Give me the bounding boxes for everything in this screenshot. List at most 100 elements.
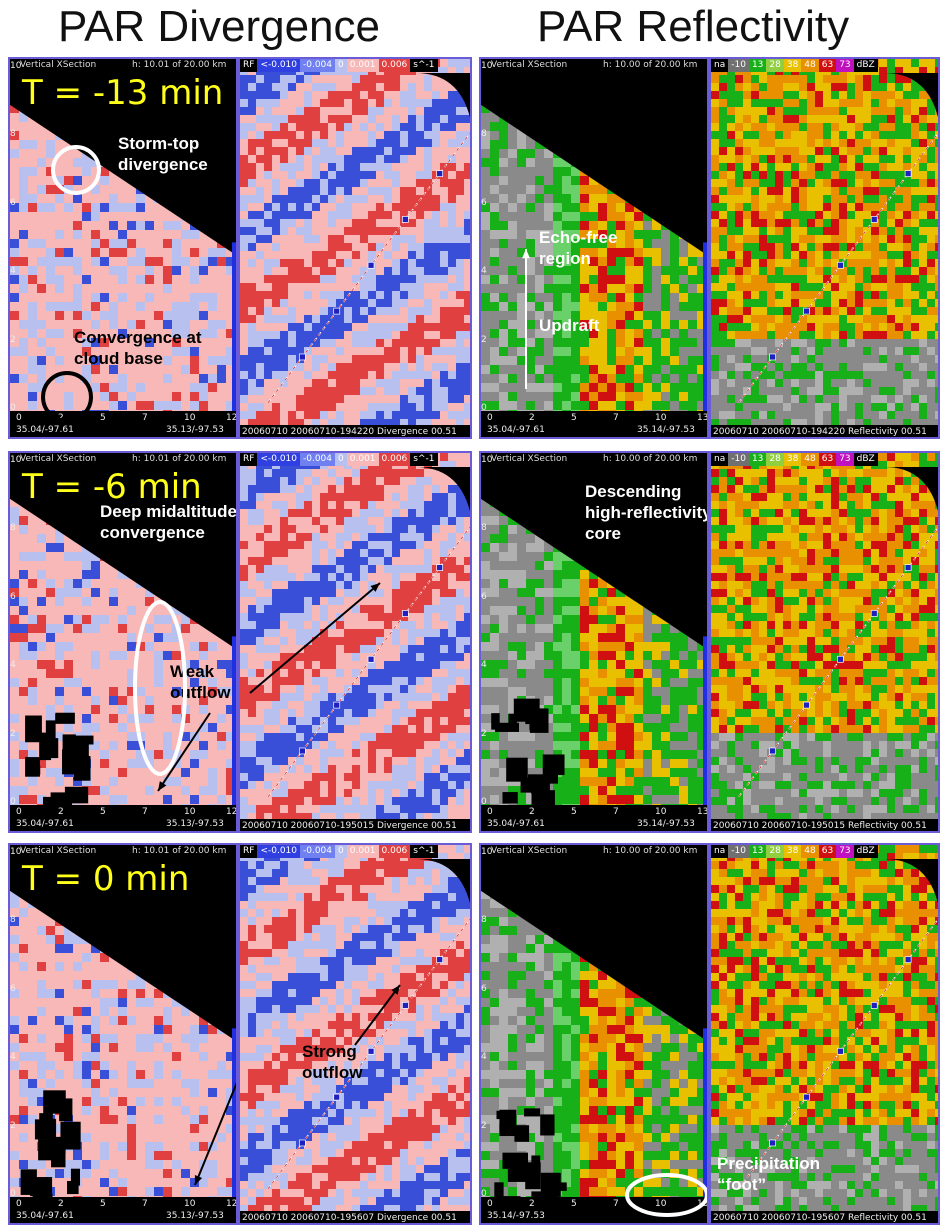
divergence-cross-section-panel: Vertical XSection h: 10.01 of 20.00 km 10 8… <box>8 451 238 833</box>
xsec-footer-right: 35.14/-97.53 <box>637 425 695 435</box>
legend-label: <-0.010 <box>257 453 300 466</box>
divergence-color-legend: RF <-0.010 -0.004 0 0.001 0.006 s^-1 <box>240 59 470 72</box>
xsec-header-left: Vertical XSection <box>491 60 568 70</box>
legend-tag: na <box>711 453 729 466</box>
y-tick-label: 6 <box>10 197 16 208</box>
legend-label: 73 <box>836 845 854 858</box>
legend-label: 63 <box>818 453 837 466</box>
annotation-updraft: Updraft <box>539 316 600 335</box>
x-tick-label: 0 <box>487 807 493 817</box>
legend-unit: dBZ <box>853 59 878 72</box>
annotation-overlay <box>133 600 211 792</box>
legend-label: 13 <box>748 453 767 466</box>
reflectivity-color-legend: na -10 13 28 38 48 63 73 dBZ <box>711 845 938 858</box>
xsec-footer-left: 35.04/-97.61 <box>487 819 545 829</box>
y-tick-label: 0 <box>481 403 487 413</box>
time-label: T = 0 min <box>22 859 190 899</box>
y-tick-label: 6 <box>481 197 487 208</box>
legend-unit: dBZ <box>853 845 878 858</box>
xsec-header-left: Vertical XSection <box>491 846 568 856</box>
legend-label: 38 <box>783 453 802 466</box>
reflectivity-ppi-panel: na -10 13 28 38 48 63 73 dBZ 20060710 20060710-19… <box>709 57 940 439</box>
legend-unit: dBZ <box>853 453 878 466</box>
y-tick-label: 6 <box>10 591 16 602</box>
reflectivity-ppi-panel: na -10 13 28 38 48 63 73 dBZ 20060710 20060710-19… <box>709 843 940 1225</box>
x-tick-label: 2 <box>529 807 535 817</box>
xsec-footer-right: 35.14/-97.53 <box>637 819 695 829</box>
xsec-footer-left: 35.04/-97.61 <box>487 425 545 435</box>
legend-tag: na <box>711 59 729 72</box>
divergence-ppi-panel: RF <-0.010 -0.004 0 0.001 0.006 s^-1 20060710 2… <box>238 843 472 1225</box>
y-tick-label: 2 <box>481 1120 487 1131</box>
x-tick-label: 12 <box>226 807 238 817</box>
x-tick-label: 5 <box>100 1199 106 1209</box>
legend-label: 38 <box>783 845 802 858</box>
annotation-overlay <box>41 145 101 423</box>
legend-label: 63 <box>818 59 837 72</box>
y-tick-label: 0 <box>481 797 487 807</box>
reflectivity-ppi-field <box>711 59 938 437</box>
legend-tag: na <box>711 845 729 858</box>
ppi-footer: 20060710 20060710-195015 Divergence 00.5… <box>242 821 457 831</box>
x-tick-label: 5 <box>571 413 577 423</box>
y-tick-label: 8 <box>10 915 16 926</box>
legend-label: 73 <box>836 453 854 466</box>
ppi-footer: 20060710 20060710-195015 Reflectivity 00… <box>713 821 927 831</box>
legend-label: 48 <box>801 845 819 858</box>
y-tick-label: 10 <box>481 455 493 465</box>
legend-label: 0 <box>335 845 347 858</box>
y-tick-label: 10 <box>481 61 493 71</box>
legend-label: 63 <box>818 845 837 858</box>
annotation-echo-free-region: Echo-free region <box>539 228 618 268</box>
x-tick-label: 10 <box>184 1199 196 1209</box>
y-tick-label: 4 <box>481 660 487 671</box>
legend-tag: RF <box>240 59 258 72</box>
x-tick-label: 2 <box>529 413 535 423</box>
legend-label: 28 <box>766 59 784 72</box>
legend-unit: s^-1 <box>410 59 438 72</box>
reflectivity-cross-section-panel: Vertical XSection h: 10.00 of 20.00 km 10 8… <box>479 843 709 1225</box>
legend-label: 38 <box>783 59 802 72</box>
annotation-overlay <box>194 1082 236 1186</box>
reflectivity-color-legend: na -10 13 28 38 48 63 73 dBZ <box>711 453 938 466</box>
reflectivity-ppi-field <box>711 845 938 1223</box>
legend-label: -10 <box>728 845 749 858</box>
legend-label: -10 <box>728 59 749 72</box>
y-tick-label: 10 <box>10 847 22 857</box>
xsec-header-right: h: 10.00 of 20.00 km <box>603 846 698 856</box>
y-tick-label: 2 <box>10 1120 16 1131</box>
legend-label: 0.006 <box>378 59 411 72</box>
xsec-header-right: h: 10.01 of 20.00 km <box>132 846 227 856</box>
divergence-color-legend: RF <-0.010 -0.004 0 0.001 0.006 s^-1 <box>240 845 470 858</box>
time-label: T = -6 min <box>22 467 202 507</box>
xsec-footer-left: 35.04/-97.61 <box>16 1211 74 1221</box>
divergence-column-title: PAR Divergence <box>58 2 380 51</box>
x-tick-label: 10 <box>655 413 667 423</box>
legend-label: 0.001 <box>346 59 379 72</box>
y-tick-label: 8 <box>10 523 16 534</box>
x-tick-label: 7 <box>613 807 619 817</box>
legend-label: 48 <box>801 453 819 466</box>
divergence-xsec-field <box>10 845 236 1223</box>
annotation-overlay <box>522 249 530 389</box>
ppi-footer: 20060710 20060710-195607 Divergence 00.5… <box>242 1213 457 1223</box>
annotation-storm-top-divergence: Storm-top divergence <box>118 134 208 174</box>
legend-label: -0.004 <box>300 845 336 858</box>
x-tick-label: 7 <box>613 413 619 423</box>
x-tick-label: 0 <box>487 1199 493 1209</box>
annotation-deep-midaltitude-convergence: Deep midaltitude convergence <box>100 502 237 542</box>
divergence-ppi-panel: RF <-0.010 -0.004 0 0.001 0.006 s^-1 20060710 2… <box>238 57 472 439</box>
x-tick-label: 5 <box>100 807 106 817</box>
xsec-footer-left: 35.14/-97.53 <box>487 1211 545 1221</box>
annotation-strong-outflow-label: Strong outflow <box>302 1042 363 1082</box>
xsec-header-right: h: 10.00 of 20.00 km <box>603 454 698 464</box>
y-tick-label: 6 <box>481 591 487 602</box>
y-tick-label: 4 <box>481 1052 487 1063</box>
legend-label: 13 <box>748 59 767 72</box>
y-tick-label: 8 <box>481 129 487 140</box>
x-tick-label: 12 <box>226 1199 238 1209</box>
divergence-color-legend: RF <-0.010 -0.004 0 0.001 0.006 s^-1 <box>240 453 470 466</box>
legend-label: 28 <box>766 453 784 466</box>
y-tick-label: 6 <box>481 983 487 994</box>
y-tick-label: 4 <box>481 266 487 277</box>
